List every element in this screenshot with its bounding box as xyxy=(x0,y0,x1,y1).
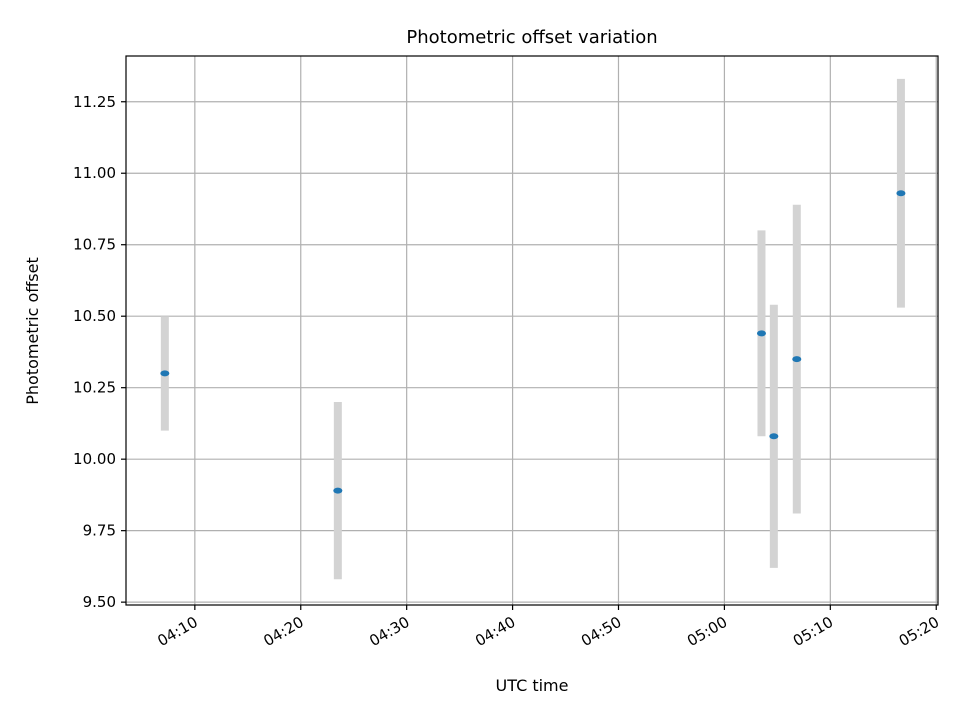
y-axis-label: Photometric offset xyxy=(23,257,42,405)
x-tick-label: 04:40 xyxy=(472,613,518,650)
y-tick-label: 9.50 xyxy=(83,593,116,611)
data-point xyxy=(769,433,779,440)
data-points xyxy=(160,190,906,494)
chart-title: Photometric offset variation xyxy=(406,27,657,48)
x-tick-label: 05:10 xyxy=(790,613,836,650)
y-tick-label: 11.00 xyxy=(73,164,116,182)
data-point xyxy=(333,487,343,494)
y-tick-label: 10.00 xyxy=(73,450,116,468)
x-tick-label: 04:50 xyxy=(578,613,624,650)
error-bars xyxy=(160,78,905,580)
plot-frame xyxy=(125,55,939,606)
y-tick-label: 10.25 xyxy=(73,379,116,397)
axis-ticks: 04:10 04:20 04:30 04:40 04:50 05:00 05:10 05:20… xyxy=(73,93,942,650)
y-tick-label: 10.50 xyxy=(73,307,116,325)
x-axis-label: UTC time xyxy=(496,676,569,695)
x-tick-label: 05:20 xyxy=(896,613,942,650)
x-tick-label: 05:00 xyxy=(684,613,730,650)
data-point xyxy=(792,356,802,363)
x-tick-label: 04:20 xyxy=(260,613,306,650)
y-tick-label: 11.25 xyxy=(73,93,116,111)
data-point xyxy=(756,330,766,337)
grid-lines xyxy=(126,56,938,605)
data-point xyxy=(896,190,906,197)
x-tick-label: 04:10 xyxy=(154,613,200,650)
y-tick-label: 9.75 xyxy=(83,522,116,540)
y-tick-label: 10.75 xyxy=(73,236,116,254)
x-tick-label: 04:30 xyxy=(366,613,412,650)
data-point xyxy=(160,370,170,377)
